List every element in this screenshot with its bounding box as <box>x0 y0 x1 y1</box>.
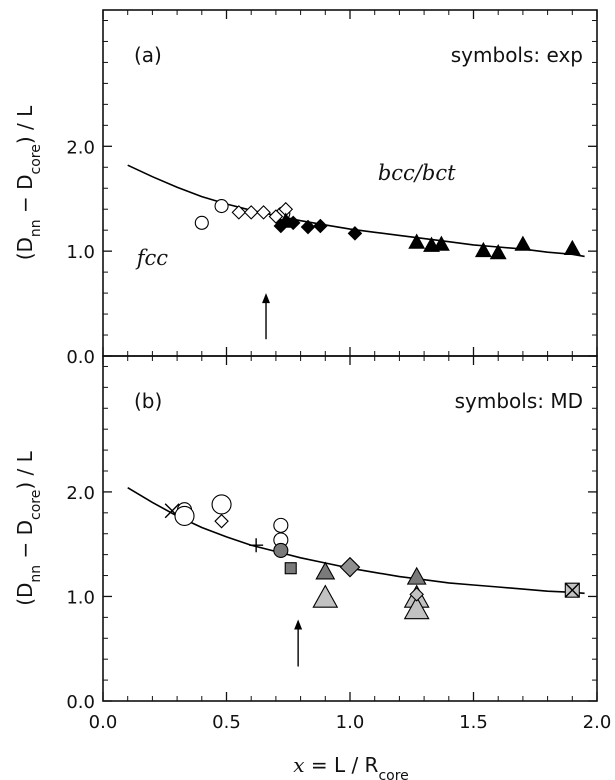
x-tick-label-1: 0.5 <box>212 712 241 733</box>
marker-triangle-b-7-1 <box>406 566 427 585</box>
marker-triangle-b-7-0 <box>315 561 336 580</box>
x-axis-label-main: = L / R <box>304 753 378 777</box>
y-axis-label-b-part-0: (D <box>13 583 37 606</box>
fit-curve-b <box>127 487 585 595</box>
y-axis-label-b-part-3: core <box>28 490 44 520</box>
marker-triangle-b-8-2 <box>403 595 430 620</box>
panel-b: 0.0 1.0 2.0 (Dnn − Dcore) / L (b) symbols: MD <box>13 355 598 713</box>
marker-triangle-a-3-3 <box>432 235 450 251</box>
y-axis-label-a: (Dnn − Dcore) / L <box>13 105 44 260</box>
y-axis-label-a-part-3: core <box>28 144 44 174</box>
legend-note-b: symbols: MD <box>455 389 583 413</box>
y-tick-label-b-2: 2.0 <box>66 483 95 504</box>
marker-diamond-a-1-3 <box>268 209 284 224</box>
marker-circle-a-0-0 <box>194 215 209 230</box>
x-axis-label-subscript: core <box>378 768 408 780</box>
marker-diamond-a-2-3 <box>313 218 328 234</box>
y-axis-label-a-part-0: (D <box>13 237 37 260</box>
marker-triangle-a-3-6 <box>514 235 532 251</box>
marker-circle-b-2-0 <box>174 505 195 527</box>
arrow-head-a <box>262 293 271 304</box>
marker-diamond-a-2-2 <box>300 219 316 235</box>
marker-circle-b-1-1 <box>273 517 289 533</box>
x-tick-label-0: 0.0 <box>89 712 118 733</box>
marker-triangle-a-3-4 <box>474 241 492 258</box>
y-axis-label-b-part-4: ) / L <box>13 450 37 489</box>
marker-square-b-6-0 <box>284 562 297 575</box>
fit-curve-a <box>127 164 585 258</box>
phase-label-a-0: fcc <box>135 246 169 270</box>
x-tick-label-2: 1.0 <box>336 712 365 733</box>
marker-x-b-12-0 <box>565 583 580 598</box>
y-axis-label-b-part-2: − D <box>13 520 37 565</box>
y-tick-label-b-0: 0.0 <box>66 692 95 713</box>
y-tick-label-a-0: 0.0 <box>66 347 95 368</box>
marker-triangle-a-3-5 <box>489 244 507 260</box>
y-tick-label-a-2: 2.0 <box>66 137 95 158</box>
phase-label-a-1: bcc/bct <box>378 161 456 185</box>
marker-circle-b-5-0 <box>273 542 289 559</box>
y-axis-label-a-part-4: ) / L <box>13 105 37 144</box>
x-tick-label-3: 1.5 <box>459 712 488 733</box>
y-tick-label-b-1: 1.0 <box>66 587 95 608</box>
marker-triangle-a-3-0 <box>277 212 295 228</box>
x-axis-label: x = L / Rcore <box>293 753 409 780</box>
marker-circle-a-0-1 <box>214 199 229 214</box>
marker-diamond-a-2-4 <box>347 226 363 241</box>
y-axis-label-b: (Dnn − Dcore) / L <box>13 450 44 605</box>
panel-label-b: (b) <box>134 389 162 413</box>
y-tick-label-a-1: 1.0 <box>66 242 95 263</box>
y-axis-label-b-part-1: nn <box>28 565 44 583</box>
marker-diamond-a-1-2 <box>256 205 271 220</box>
marker-diamond-b-3-0 <box>214 513 229 529</box>
marker-triangle-b-8-0 <box>312 584 339 608</box>
arrow-head-b <box>294 619 303 630</box>
panel-label-a: (a) <box>134 43 162 67</box>
marker-plus-b-4-0 <box>249 538 264 553</box>
marker-triangle-a-3-1 <box>408 233 426 249</box>
marker-circle-b-2-1 <box>211 494 232 515</box>
x-axis-variable: x <box>293 753 304 777</box>
marker-diamond-b-10-0 <box>409 587 424 602</box>
marker-diamond-b-9-0 <box>339 556 361 578</box>
legend-note-a: symbols: exp <box>451 43 583 67</box>
marker-diamond-a-1-1 <box>243 205 259 220</box>
marker-triangle-a-3-7 <box>563 239 581 256</box>
panel-a: 0.0 1.0 2.0 (Dnn − Dcore) / L (a) symbols: ex… <box>13 9 598 368</box>
y-axis-label-a-part-2: − D <box>13 174 37 219</box>
y-axis-label-a-part-1: nn <box>28 219 44 237</box>
marker-diamond-a-1-0 <box>231 205 247 220</box>
x-tick-label-4: 2.0 <box>583 712 612 733</box>
